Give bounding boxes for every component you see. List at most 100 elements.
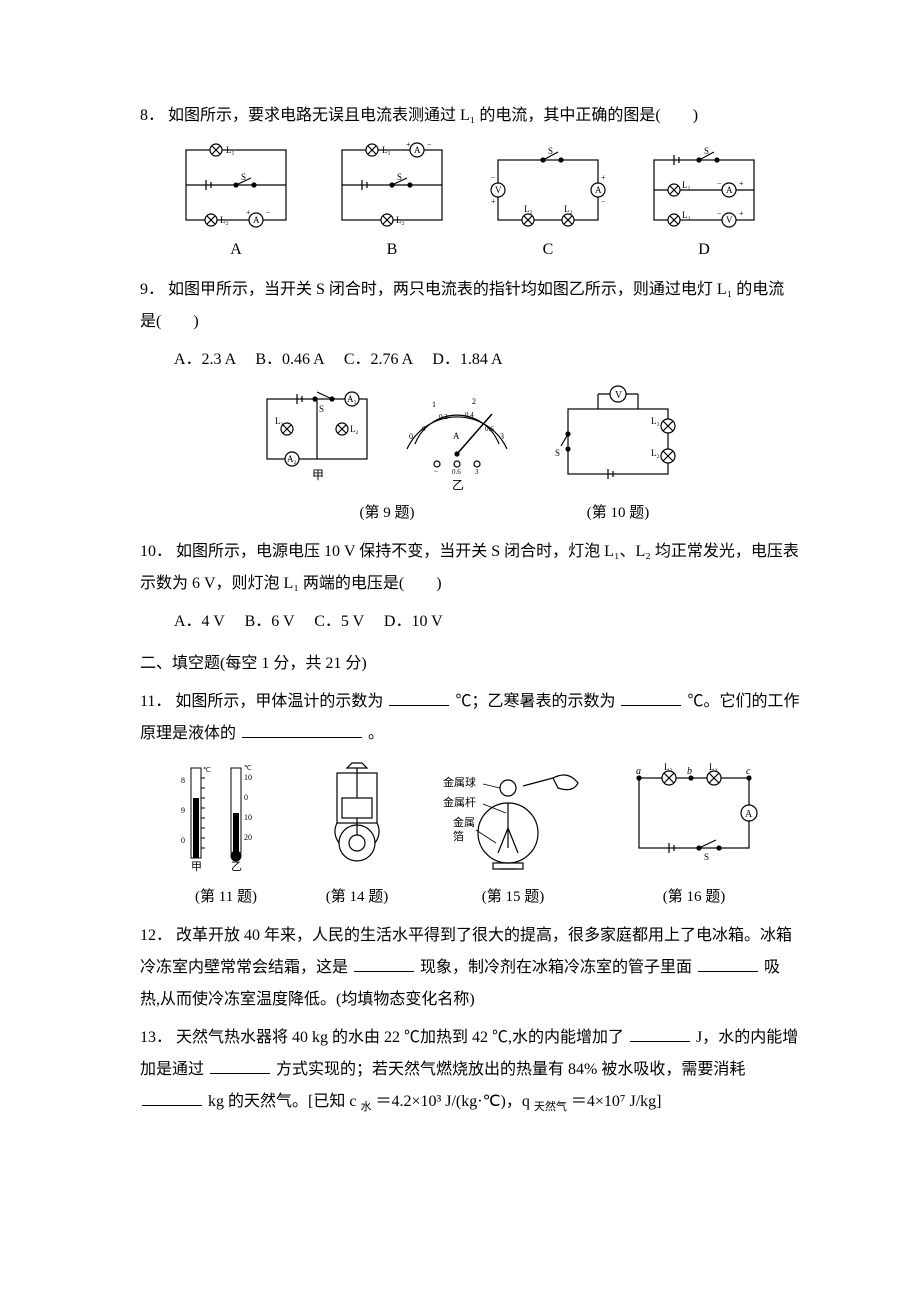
svg-text:S: S (555, 448, 560, 458)
svg-text:L₂: L₂ (682, 210, 691, 220)
q8-diagram-d: S L₁ A −+ L₂ V −+ D (644, 140, 764, 266)
fig-16: L₁ L₂ a b c A S (第 16 题) (624, 758, 764, 912)
q8-num: 8． (140, 107, 164, 124)
q9-opt-c: C．2.76 A (344, 351, 412, 368)
q11-u3: 。 (368, 725, 384, 742)
q13-blank-2[interactable] (210, 1058, 270, 1074)
q9-opt-b: B．0.46 A (255, 351, 323, 368)
q11-blank-1[interactable] (389, 690, 449, 706)
q11-blank-2[interactable] (621, 690, 681, 706)
fig15-cap: (第 15 题) (482, 882, 545, 912)
svg-text:S: S (397, 172, 402, 182)
question-13: 13． 天然气热水器将 40 kg 的水由 22 ℃加热到 42 ℃,水的内能增… (140, 1022, 800, 1118)
svg-text:L₁: L₁ (275, 416, 284, 426)
svg-text:0: 0 (409, 432, 413, 441)
q11-diagrams: 8 9 0 ℃ 甲 10 0 10 20 ℃ 乙 (第 11 题) (140, 758, 800, 912)
svg-text:S: S (319, 404, 324, 414)
fig-14: (第 14 题) (312, 758, 402, 912)
svg-text:A: A (414, 145, 421, 155)
svg-text:L₂: L₂ (396, 215, 405, 225)
svg-text:a: a (636, 766, 641, 777)
q9-diagram: S A₁ L₁ L₂ A₂ 甲 0 1 2 3 (257, 384, 517, 528)
q11-t1: 如图所示，甲体温计的示数为 (175, 693, 383, 710)
q12-blank-2[interactable] (698, 956, 758, 972)
svg-text:A: A (595, 185, 602, 195)
question-8: 8． 如图所示，要求电路无误且电流表测通过 L₁ 的电流，其中正确的图是( ) (140, 100, 800, 132)
svg-text:L₁: L₁ (524, 204, 533, 214)
svg-text:A₁: A₁ (347, 394, 357, 404)
svg-text:A: A (453, 431, 460, 441)
svg-text:A: A (726, 185, 733, 195)
question-9: 9． 如图甲所示，当开关 S 闭合时，两只电流表的指针均如图乙所示，则通过电灯 … (140, 274, 800, 338)
svg-text:甲: 甲 (312, 468, 324, 482)
q9-num: 9． (140, 281, 164, 298)
svg-text:L₁: L₁ (682, 180, 691, 190)
svg-text:L₁: L₁ (382, 145, 391, 155)
q12-t2: 现象，制冷剂在冰箱冷冻室的管子里面 (420, 959, 692, 976)
q11-num: 11． (140, 693, 171, 710)
svg-text:−: − (601, 197, 606, 206)
q13-t4: kg 的天然气。[已知 c (208, 1093, 360, 1110)
q8-opt-d: D (698, 234, 710, 266)
q8-diagram-b: L₁ A +− S L₂ B (332, 140, 452, 266)
svg-text:2: 2 (472, 397, 476, 406)
svg-text:L₁: L₁ (664, 762, 673, 772)
fig14-cap: (第 14 题) (326, 882, 389, 912)
question-10: 10． 如图所示，电源电压 10 V 保持不变，当开关 S 闭合时，灯泡 L₁、… (140, 536, 800, 600)
svg-text:℃: ℃ (244, 764, 252, 772)
svg-text:0: 0 (422, 425, 426, 433)
q8-diagrams: L₁ S L₂ A + − A L₁ A + − (140, 140, 800, 266)
svg-text:1: 1 (432, 400, 436, 409)
question-11: 11． 如图所示，甲体温计的示数为 ℃；乙寒暑表的示数为 ℃。它们的工作原理是液… (140, 686, 800, 750)
svg-text:20: 20 (244, 833, 252, 842)
q9-opt-d: D．1.84 A (432, 351, 502, 368)
q8-text: 如图所示，要求电路无误且电流表测通过 L₁ 的电流，其中正确的图是( ) (168, 107, 698, 124)
svg-text:−: − (491, 173, 496, 182)
svg-text:8: 8 (181, 776, 185, 785)
q11-blank-3[interactable] (242, 722, 362, 738)
svg-text:0.4: 0.4 (465, 411, 474, 419)
svg-text:−: − (434, 468, 438, 476)
q9-caption: (第 9 题) (360, 498, 415, 528)
svg-text:0: 0 (244, 793, 248, 802)
svg-text:+: + (246, 208, 251, 217)
q12-blank-1[interactable] (354, 956, 414, 972)
svg-text:金属球: 金属球 (443, 775, 476, 789)
svg-text:+: + (491, 197, 496, 206)
svg-text:0: 0 (181, 836, 185, 845)
q10-num: 10． (140, 543, 172, 560)
svg-text:L₂: L₂ (350, 424, 359, 434)
question-12: 12． 改革开放 40 年来，人民的生活水平得到了很大的提高，很多家庭都用上了电… (140, 920, 800, 1016)
q13-sub1: 水 (360, 1101, 371, 1113)
svg-text:0.6: 0.6 (452, 468, 461, 476)
svg-text:A: A (253, 215, 260, 225)
q10-caption: (第 10 题) (587, 498, 650, 528)
q8-diagram-c: S V −+ A +− L₁ L₂ C (488, 140, 608, 266)
svg-text:9: 9 (181, 806, 185, 815)
svg-text:L₂: L₂ (651, 448, 660, 458)
q9-q10-diagrams: S A₁ L₁ L₂ A₂ 甲 0 1 2 3 (140, 384, 800, 528)
svg-text:S: S (704, 146, 709, 156)
q13-t6: ＝4×10⁷ J/kg] (571, 1093, 662, 1110)
fig-11: 8 9 0 ℃ 甲 10 0 10 20 ℃ 乙 (第 11 题) (176, 758, 276, 912)
q10-opt-b: B．6 V (245, 613, 295, 630)
svg-text:L₂: L₂ (564, 204, 573, 214)
svg-text:A: A (745, 809, 753, 820)
q8-diagram-a: L₁ S L₂ A +− A (176, 140, 296, 266)
svg-text:0.2: 0.2 (439, 413, 448, 421)
q9-text: 如图甲所示，当开关 S 闭合时，两只电流表的指针均如图乙所示，则通过电灯 L₁ … (140, 281, 784, 330)
svg-text:V: V (615, 390, 623, 401)
q12-num: 12． (140, 927, 172, 944)
fig11-cap: (第 11 题) (195, 882, 257, 912)
svg-text:乙: 乙 (452, 478, 464, 492)
svg-text:S: S (548, 146, 553, 156)
q8-opt-b: B (387, 234, 398, 266)
svg-text:−: − (266, 208, 271, 217)
svg-text:L₁: L₁ (651, 416, 660, 426)
svg-text:+: + (601, 173, 606, 182)
q8-opt-c: C (543, 234, 554, 266)
q13-blank-3[interactable] (142, 1090, 202, 1106)
q10-text: 如图所示，电源电压 10 V 保持不变，当开关 S 闭合时，灯泡 L₁、L₂ 均… (140, 543, 799, 592)
svg-text:3: 3 (475, 468, 479, 476)
q13-blank-1[interactable] (630, 1026, 690, 1042)
